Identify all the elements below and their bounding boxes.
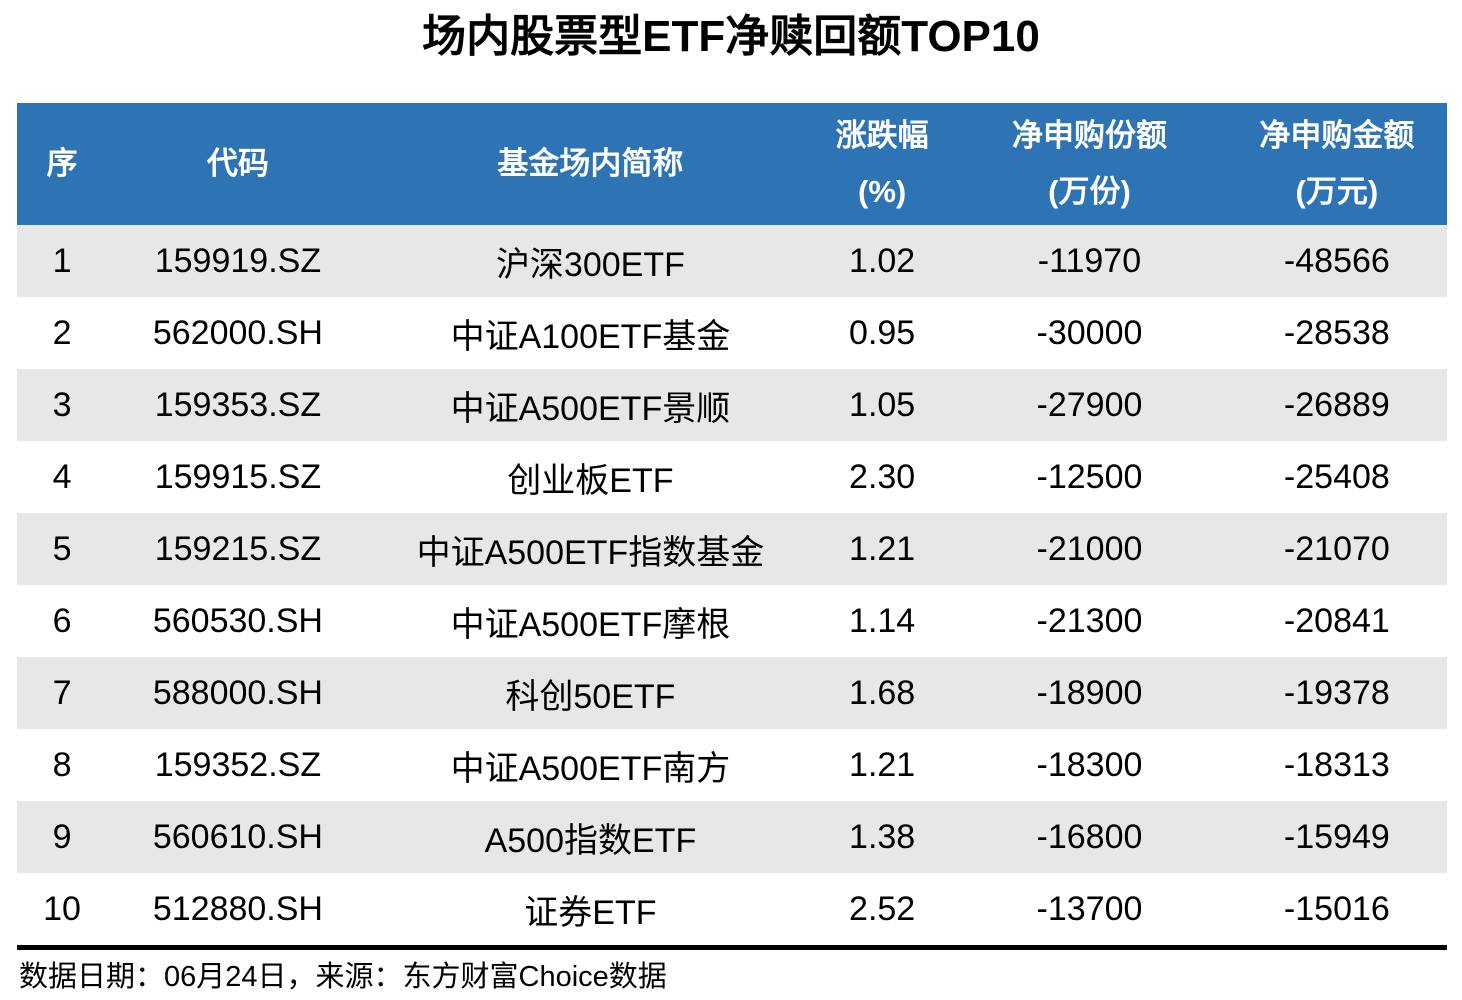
cell-fund-name: 中证A500ETF景顺: [450, 389, 731, 428]
header-net-shares-label: 净申购份额: [1011, 118, 1167, 153]
cell-net-shares: -21300: [1036, 601, 1143, 640]
cell-fund-name: 创业板ETF: [507, 461, 674, 500]
cell-net-shares: -12500: [1036, 457, 1143, 496]
cell-code: 159919.SZ: [154, 241, 322, 280]
cell-seq: 7: [52, 673, 72, 712]
cell-net-shares: -18300: [1036, 745, 1143, 784]
cell-seq: 5: [52, 529, 72, 568]
cell-seq: 4: [52, 457, 72, 496]
cell-net-amount: -26889: [1283, 385, 1390, 424]
cell-net-amount: -18313: [1283, 745, 1390, 784]
cell-code: 560530.SH: [152, 601, 323, 640]
table-row: 8 159352.SZ 中证A500ETF南方 1.21 -18300 -183…: [17, 729, 1447, 801]
cell-change-pct: 1.21: [849, 529, 916, 568]
cell-net-shares: -30000: [1036, 313, 1143, 352]
header-fund-name: 基金场内简称: [369, 103, 812, 225]
cell-code: 159353.SZ: [154, 385, 322, 424]
header-change-pct-label: 涨跌幅: [835, 118, 929, 153]
cell-net-shares: -16800: [1036, 817, 1143, 856]
header-seq: 序: [17, 103, 107, 225]
cell-code: 562000.SH: [152, 313, 323, 352]
cell-seq: 2: [52, 313, 72, 352]
etf-net-redemption-table: 序 代码 基金场内简称 涨跌幅 (%) 净申购份额 (万份) 净申购金额: [17, 103, 1447, 945]
cell-net-shares: -11970: [1037, 241, 1142, 280]
cell-code: 512880.SH: [152, 889, 323, 928]
data-source-note: 数据日期：06月24日，来源：东方财富Choice数据: [19, 961, 667, 993]
header-net-amount-label: 净申购金额: [1259, 118, 1415, 153]
header-net-amount: 净申购金额 (万元): [1227, 103, 1447, 225]
cell-fund-name: 证券ETF: [524, 893, 657, 932]
table-row: 2 562000.SH 中证A100ETF基金 0.95 -30000 -285…: [17, 297, 1447, 369]
header-seq-label: 序: [46, 146, 78, 181]
header-code: 代码: [107, 103, 369, 225]
table-row: 1 159919.SZ 沪深300ETF 1.02 -11970 -48566: [17, 225, 1447, 297]
table-row: 4 159915.SZ 创业板ETF 2.30 -12500 -25408: [17, 441, 1447, 513]
cell-net-shares: -21000: [1036, 529, 1143, 568]
cell-net-amount: -20841: [1283, 601, 1390, 640]
cell-net-amount: -15949: [1283, 817, 1390, 856]
cell-seq: 6: [52, 601, 72, 640]
cell-net-amount: -19378: [1283, 673, 1390, 712]
cell-net-amount: -25408: [1283, 457, 1390, 496]
cell-code: 159352.SZ: [154, 745, 322, 784]
cell-fund-name: 中证A100ETF基金: [450, 317, 731, 356]
cell-net-amount: -21070: [1283, 529, 1390, 568]
cell-seq: 8: [52, 745, 72, 784]
cell-fund-name: 中证A500ETF南方: [450, 749, 731, 788]
table-body: 1 159919.SZ 沪深300ETF 1.02 -11970 -48566 …: [17, 225, 1447, 945]
table-row: 7 588000.SH 科创50ETF 1.68 -18900 -19378: [17, 657, 1447, 729]
table-row: 10 512880.SH 证券ETF 2.52 -13700 -15016: [17, 873, 1447, 945]
cell-fund-name: 沪深300ETF: [495, 245, 685, 284]
cell-net-amount: -48566: [1283, 241, 1390, 280]
header-change-pct-unit: (%): [858, 174, 907, 209]
bottom-divider-line: [17, 945, 1447, 950]
cell-fund-name: 中证A500ETF摩根: [450, 605, 731, 644]
cell-fund-name: A500指数ETF: [484, 821, 697, 860]
cell-change-pct: 2.30: [849, 457, 916, 496]
header-change-pct: 涨跌幅 (%): [812, 103, 952, 225]
cell-seq: 3: [52, 385, 72, 424]
cell-net-shares: -18900: [1036, 673, 1143, 712]
header-net-amount-unit: (万元): [1295, 174, 1379, 209]
header-fund-name-label: 基金场内简称: [497, 146, 684, 181]
cell-net-shares: -27900: [1036, 385, 1143, 424]
cell-change-pct: 1.05: [849, 385, 916, 424]
cell-net-amount: -15016: [1283, 889, 1390, 928]
cell-code: 159915.SZ: [154, 457, 322, 496]
table-row: 6 560530.SH 中证A500ETF摩根 1.14 -21300 -208…: [17, 585, 1447, 657]
page: 场内股票型ETF净赎回额TOP10 序 代码 基金场内简称: [0, 10, 1462, 1000]
cell-seq: 9: [52, 817, 72, 856]
table-row: 5 159215.SZ 中证A500ETF指数基金 1.21 -21000 -2…: [17, 513, 1447, 585]
cell-seq: 10: [43, 889, 81, 928]
table-header-row: 序 代码 基金场内简称 涨跌幅 (%) 净申购份额 (万份) 净申购金额: [17, 103, 1447, 225]
cell-seq: 1: [52, 241, 72, 280]
cell-change-pct: 2.52: [849, 889, 916, 928]
cell-fund-name: 中证A500ETF指数基金: [416, 533, 765, 572]
cell-change-pct: 0.95: [849, 313, 916, 352]
table-row: 3 159353.SZ 中证A500ETF景顺 1.05 -27900 -268…: [17, 369, 1447, 441]
table-header: 序 代码 基金场内简称 涨跌幅 (%) 净申购份额 (万份) 净申购金额: [17, 103, 1447, 225]
cell-code: 159215.SZ: [154, 529, 322, 568]
table-row: 9 560610.SH A500指数ETF 1.38 -16800 -15949: [17, 801, 1447, 873]
page-title: 场内股票型ETF净赎回额TOP10: [422, 12, 1040, 61]
cell-change-pct: 1.68: [849, 673, 916, 712]
cell-fund-name: 科创50ETF: [505, 677, 676, 716]
header-net-shares-unit: (万份): [1048, 174, 1131, 209]
cell-change-pct: 1.02: [849, 241, 916, 280]
header-code-label: 代码: [206, 146, 269, 181]
cell-change-pct: 1.38: [849, 817, 916, 856]
cell-code: 588000.SH: [152, 673, 323, 712]
cell-change-pct: 1.14: [849, 601, 916, 640]
cell-net-shares: -13700: [1036, 889, 1143, 928]
cell-change-pct: 1.21: [849, 745, 916, 784]
cell-code: 560610.SH: [152, 817, 323, 856]
header-net-shares: 净申购份额 (万份): [952, 103, 1227, 225]
cell-net-amount: -28538: [1283, 313, 1390, 352]
